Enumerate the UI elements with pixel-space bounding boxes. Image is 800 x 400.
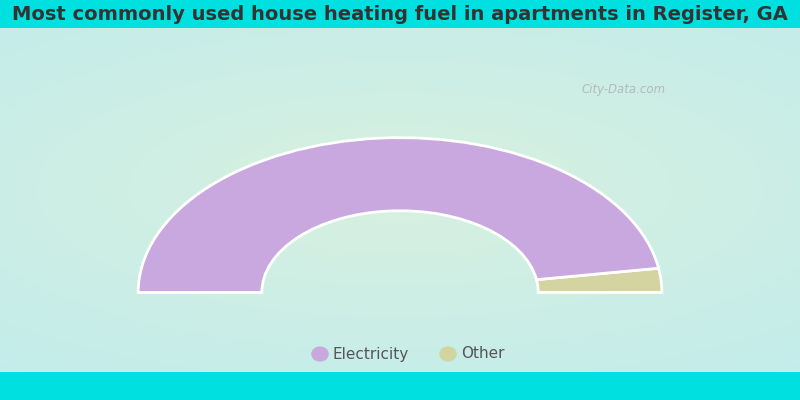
Text: Electricity: Electricity [333, 346, 409, 362]
Text: Other: Other [461, 346, 504, 362]
Text: City-Data.com: City-Data.com [582, 84, 666, 96]
Wedge shape [537, 268, 662, 292]
Wedge shape [138, 138, 658, 292]
Text: Most commonly used house heating fuel in apartments in Register, GA: Most commonly used house heating fuel in… [12, 4, 788, 24]
